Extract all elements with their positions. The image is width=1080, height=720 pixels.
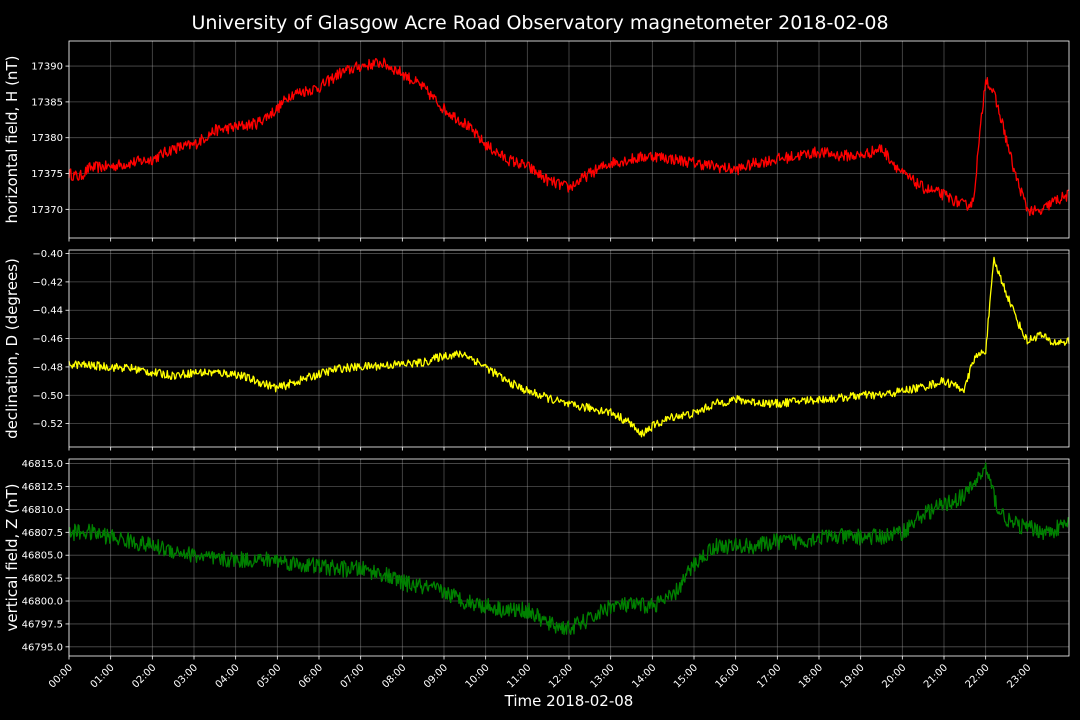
y-axis-label: declination, D (degrees) (3, 258, 21, 439)
y-tick-label: 46795.0 (22, 642, 63, 653)
y-tick-label: 17370 (31, 205, 63, 216)
x-tick-label: 01:00 (89, 662, 117, 690)
panel-1: 17370 17375 17380 17385 17390 horizontal fiel… (3, 40, 1070, 242)
y-tick-label: 46812.5 (22, 482, 63, 493)
y-tick-label: 46805.0 (22, 551, 63, 562)
x-tick-label: 21:00 (922, 662, 950, 690)
chart-title: University of Glasgow Acre Road Observat… (191, 12, 888, 34)
plot-frame (68, 249, 1070, 448)
y-tick-label: 46815.0 (22, 459, 63, 470)
panel-3: 46795.0 46797.5 46800.0 46802.5 46805.0 46807… (3, 458, 1070, 691)
x-tick-label: 17:00 (755, 662, 783, 690)
y-tick-label: 46800.0 (22, 597, 63, 608)
x-tick-label: 03:00 (172, 662, 200, 690)
x-tick-label: 00:00 (47, 662, 75, 690)
plot-frame (68, 458, 1070, 657)
y-tick-label: 46810.0 (22, 505, 63, 516)
y-axis-label: horizontal field, H (nT) (3, 56, 21, 224)
plot-frame (68, 40, 1070, 239)
x-axis-label: Time 2018-02-08 (504, 692, 634, 710)
y-tick-label: 46802.5 (22, 574, 63, 585)
x-tick-label: 23:00 (1005, 662, 1033, 690)
y-tick-label: −0.52 (32, 419, 63, 430)
x-tick-label: 22:00 (964, 662, 992, 690)
series-line-Z (68, 462, 1070, 636)
y-tick-label: −0.46 (32, 334, 63, 345)
plot-area (69, 250, 1069, 447)
x-tick-label: 15:00 (672, 662, 700, 690)
x-tick-label: 19:00 (839, 662, 867, 690)
x-tick-label: 18:00 (797, 662, 825, 690)
panel-2: −0.52 −0.50 −0.48 −0.46 −0.44 −0.42 −0.40 decli… (3, 249, 1070, 451)
y-tick-label: −0.50 (32, 391, 63, 402)
y-tick-label: −0.48 (32, 362, 63, 373)
x-tick-label: 02:00 (130, 662, 158, 690)
series-line-H (68, 57, 1070, 217)
x-tick-label: 16:00 (714, 662, 742, 690)
series-line-D (68, 256, 1070, 438)
x-tick-label: 09:00 (422, 662, 450, 690)
x-tick-label: 11:00 (505, 662, 533, 690)
x-tick-label: 20:00 (880, 662, 908, 690)
y-tick-label: 46807.5 (22, 528, 63, 539)
y-tick-label: 17375 (31, 169, 63, 180)
y-tick-label: −0.40 (32, 249, 63, 260)
x-tick-label: 08:00 (380, 662, 408, 690)
x-tick-label: 05:00 (255, 662, 283, 690)
y-tick-label: −0.44 (32, 306, 63, 317)
x-tick-label: 13:00 (589, 662, 617, 690)
x-tick-label: 06:00 (297, 662, 325, 690)
y-tick-label: 46797.5 (22, 619, 63, 630)
x-tick-label: 12:00 (547, 662, 575, 690)
y-tick-label: −0.42 (32, 277, 63, 288)
x-tick-label: 14:00 (630, 662, 658, 690)
x-tick-label: 10:00 (464, 662, 492, 690)
y-tick-label: 17380 (31, 133, 63, 144)
y-axis-label: vertical field, Z (nT) (3, 483, 21, 631)
plot-area (69, 41, 1069, 238)
x-tick-label: 07:00 (339, 662, 367, 690)
y-tick-label: 17390 (31, 62, 63, 73)
panels: 17370 17375 17380 17385 17390 horizontal fiel… (3, 40, 1070, 691)
y-tick-label: 17385 (31, 97, 63, 108)
x-tick-label: 04:00 (214, 662, 242, 690)
